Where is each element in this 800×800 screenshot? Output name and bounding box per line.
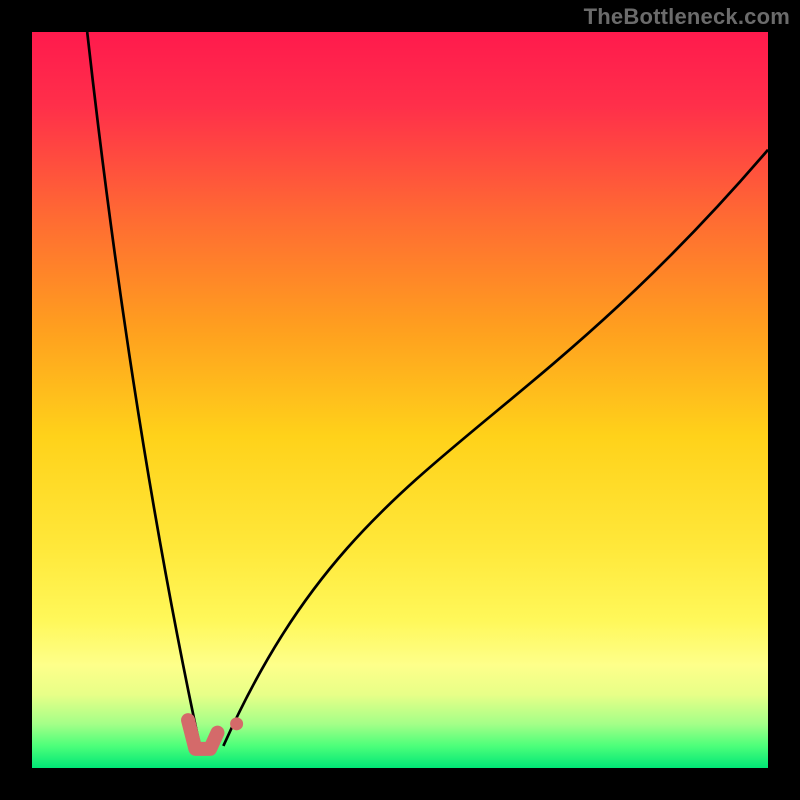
chart-frame: TheBottleneck.com (0, 0, 800, 800)
chart-svg (32, 32, 768, 768)
marker-dot (230, 717, 243, 730)
chart-plot-area (32, 32, 768, 768)
watermark-text: TheBottleneck.com (584, 4, 790, 30)
chart-background (32, 32, 768, 768)
